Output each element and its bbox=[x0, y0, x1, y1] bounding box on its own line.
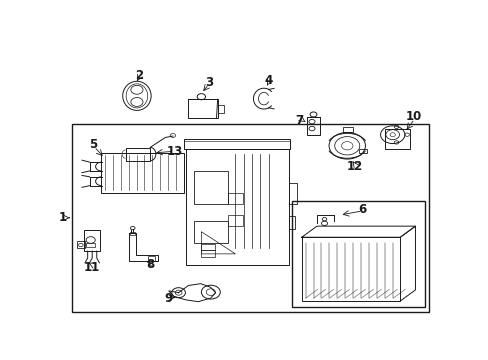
Bar bbox=[184, 139, 290, 149]
Text: 10: 10 bbox=[405, 110, 421, 123]
Text: 12: 12 bbox=[346, 160, 362, 173]
Text: 5: 5 bbox=[89, 138, 97, 151]
Bar bbox=[193, 221, 227, 243]
Bar bbox=[288, 183, 296, 204]
Bar bbox=[186, 149, 288, 265]
Bar bbox=[125, 148, 150, 161]
Bar bbox=[77, 242, 84, 248]
Bar bbox=[188, 99, 217, 118]
Bar bbox=[292, 201, 424, 307]
Text: 2: 2 bbox=[135, 69, 142, 82]
Bar bbox=[84, 230, 100, 251]
Text: 1: 1 bbox=[59, 211, 67, 224]
Bar bbox=[85, 243, 95, 247]
Bar bbox=[301, 237, 400, 301]
Bar bbox=[130, 232, 134, 235]
Text: 3: 3 bbox=[204, 76, 213, 89]
Text: 13: 13 bbox=[166, 145, 183, 158]
Bar bbox=[358, 149, 366, 153]
Bar bbox=[343, 127, 352, 132]
Bar bbox=[217, 105, 224, 112]
Text: 7: 7 bbox=[294, 114, 303, 127]
Bar bbox=[201, 250, 214, 257]
Bar bbox=[201, 244, 214, 250]
Bar bbox=[72, 123, 428, 312]
Bar bbox=[147, 256, 155, 261]
Text: 4: 4 bbox=[264, 74, 272, 87]
Text: 11: 11 bbox=[83, 261, 100, 274]
Bar bbox=[101, 153, 184, 193]
Bar bbox=[288, 216, 295, 229]
Text: 6: 6 bbox=[358, 203, 366, 216]
Bar bbox=[227, 215, 243, 226]
Text: 9: 9 bbox=[164, 292, 172, 305]
Bar bbox=[307, 117, 319, 135]
Bar bbox=[227, 193, 243, 204]
Bar bbox=[385, 129, 409, 149]
Bar bbox=[193, 171, 227, 204]
Text: 8: 8 bbox=[146, 258, 154, 271]
